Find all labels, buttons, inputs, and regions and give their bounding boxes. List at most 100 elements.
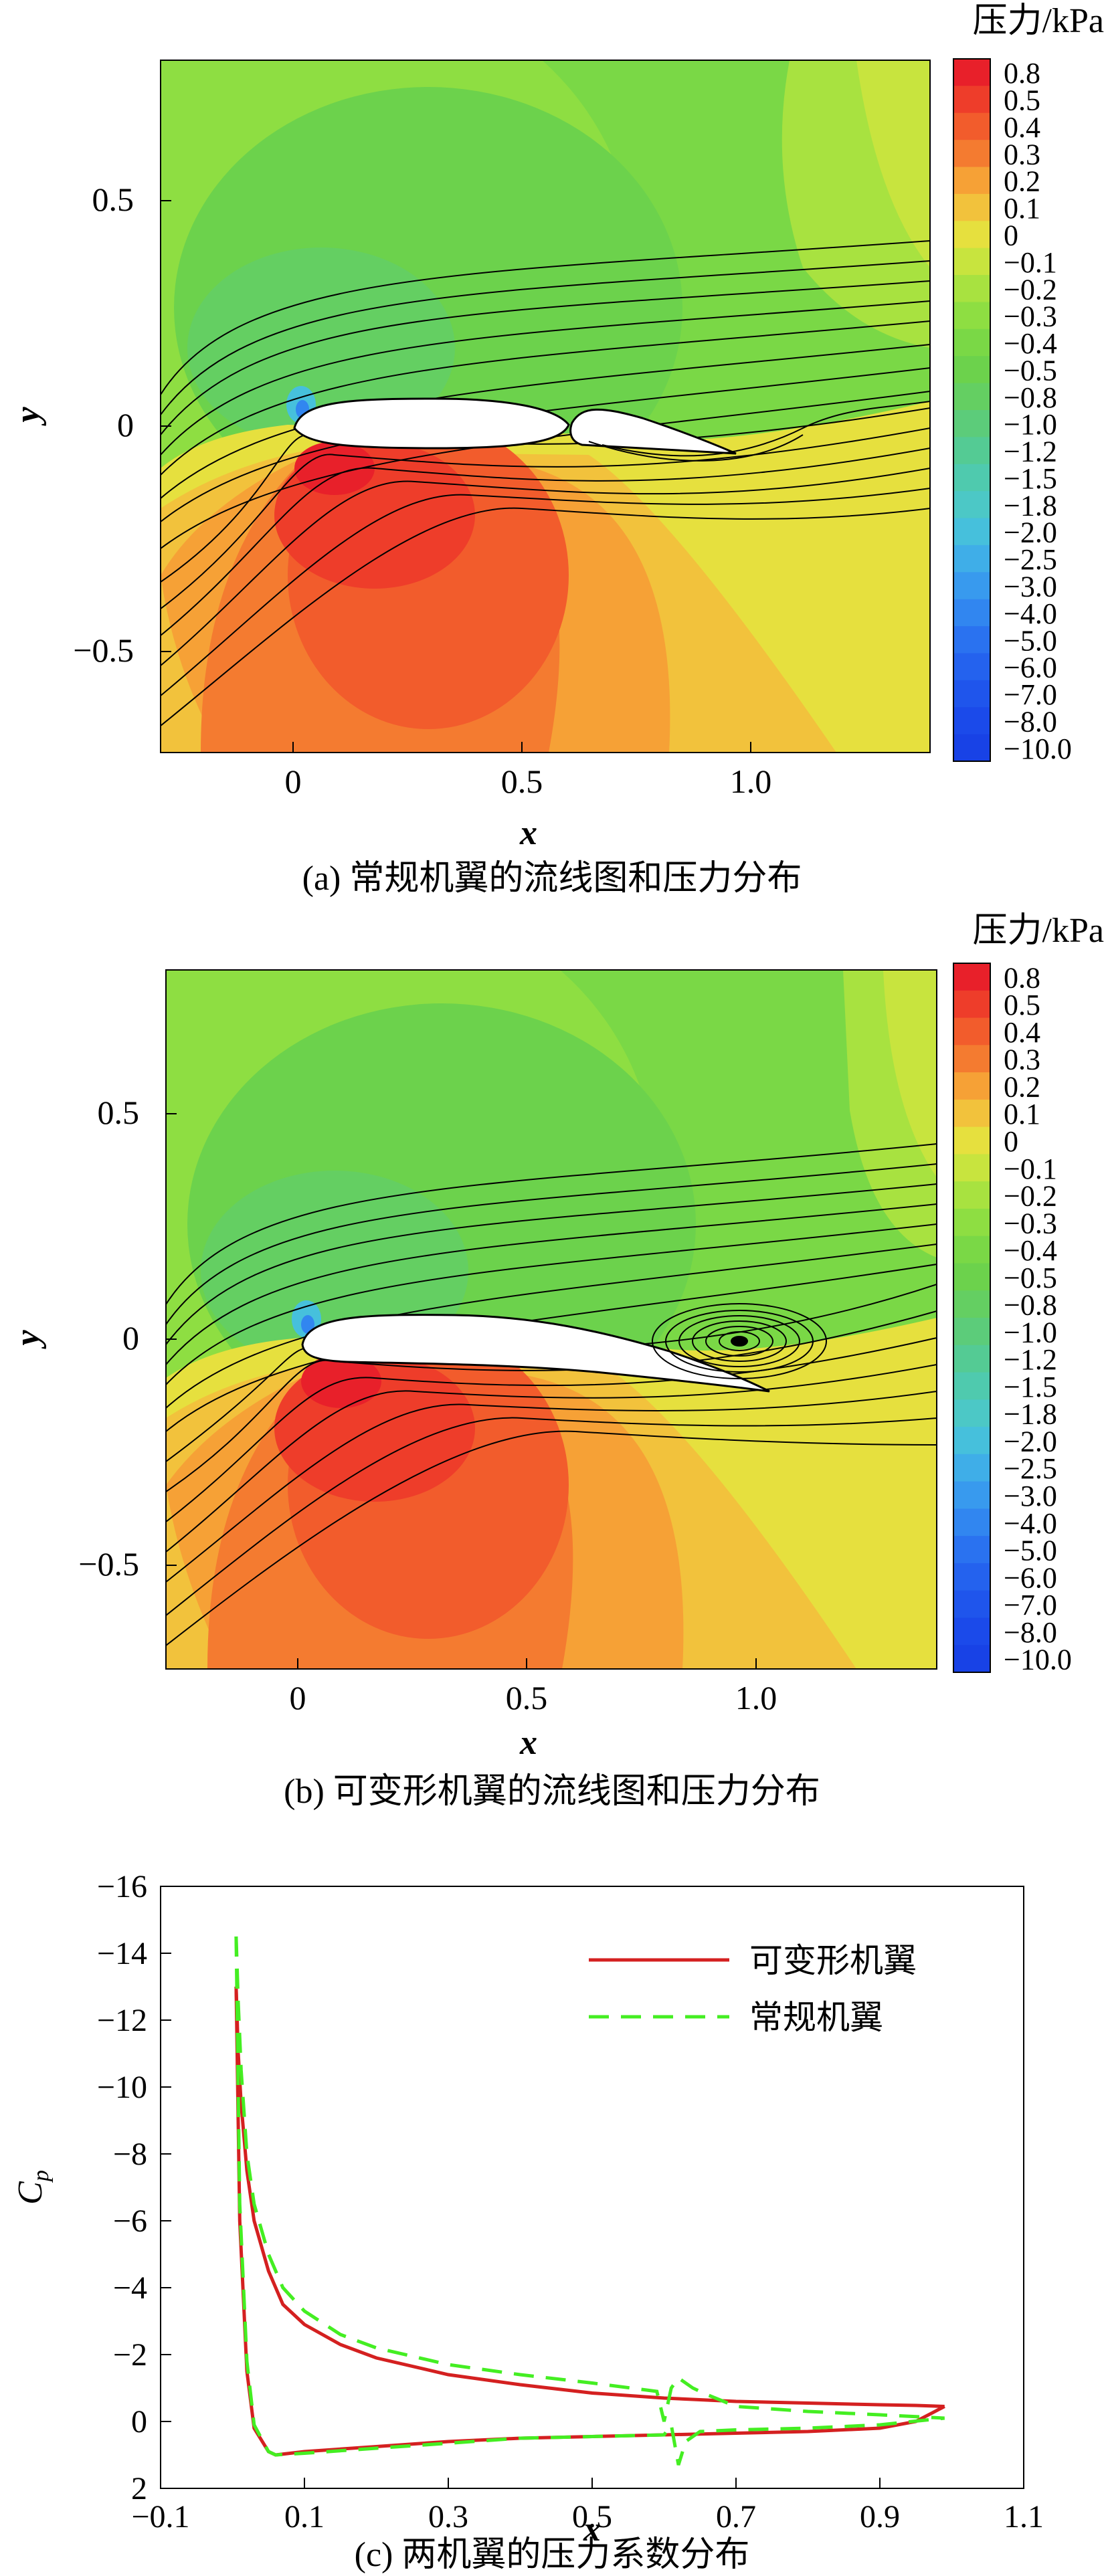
colorbar-level-label: 0.3 bbox=[1004, 1044, 1040, 1076]
plot-frame bbox=[160, 60, 931, 753]
colorbar-level-label: 0.2 bbox=[1004, 1070, 1040, 1103]
colorbar-level-label: −7.0 bbox=[1004, 1589, 1057, 1621]
colorbar-level-label: −1.2 bbox=[1004, 435, 1057, 468]
colorbar-level-label: 0.2 bbox=[1004, 165, 1040, 198]
colorbar-swatch bbox=[953, 653, 990, 681]
colorbar-level-label: −2.5 bbox=[1004, 1452, 1057, 1485]
x-tick-label: 0.5 bbox=[572, 2499, 612, 2535]
colorbar-level-label: −0.8 bbox=[1004, 1289, 1057, 1322]
separation-vortex bbox=[652, 1303, 827, 1379]
colorbar-swatch bbox=[953, 1235, 990, 1264]
y-tick-label: 2 bbox=[131, 2471, 147, 2506]
colorbar-level-label: −0.5 bbox=[1004, 354, 1057, 387]
colorbar-swatch bbox=[953, 59, 990, 86]
colorbar-swatch bbox=[953, 990, 990, 1019]
colorbar-level-label: 0.3 bbox=[1004, 138, 1040, 171]
flow-field-chart-morphing: 0.5 0 −0.5 0 0.5 1.0 x y 压力/kPa 0.80.50.… bbox=[9, 912, 1104, 1762]
colorbar-swatch bbox=[953, 1181, 990, 1209]
colorbar-level-label: 0 bbox=[1004, 1125, 1018, 1158]
colorbar-level-label: −10.0 bbox=[1004, 1644, 1072, 1676]
colorbar-level-label: 0 bbox=[1004, 219, 1018, 252]
colorbar-level-label: −3.0 bbox=[1004, 571, 1057, 603]
colorbar-level-label: −5.0 bbox=[1004, 1534, 1057, 1567]
colorbar-swatch bbox=[953, 1563, 990, 1591]
pressure-contour-field bbox=[161, 60, 930, 753]
y-tick-label: 0 bbox=[131, 2404, 147, 2440]
y-axis-ticks: 0.5 0 −0.5 bbox=[73, 181, 171, 669]
colorbar-level-label: −5.0 bbox=[1004, 624, 1057, 657]
legend-label-morphing: 可变形机翼 bbox=[749, 1942, 917, 1979]
colorbar-title: 压力/kPa bbox=[973, 2, 1104, 40]
colorbar-level-label: 0.5 bbox=[1004, 84, 1040, 117]
colorbar-swatch bbox=[953, 1399, 990, 1427]
colorbar-swatch bbox=[953, 356, 990, 384]
x-tick-label: 0.9 bbox=[860, 2499, 900, 2535]
colorbar-level-label: 0.5 bbox=[1004, 989, 1040, 1021]
colorbar-level-label: 0.4 bbox=[1004, 111, 1040, 144]
colorbar-swatch bbox=[953, 167, 990, 195]
colorbar-swatch bbox=[953, 572, 990, 600]
colorbar-level-label: −1.0 bbox=[1004, 1316, 1057, 1349]
colorbar-swatch bbox=[953, 680, 990, 708]
y-tick-label: −8 bbox=[113, 2137, 147, 2172]
colorbar-swatch bbox=[953, 1372, 990, 1400]
colorbar-swatch bbox=[953, 193, 990, 221]
y-tick-label: −10 bbox=[97, 2070, 147, 2105]
colorbar-swatch bbox=[953, 1536, 990, 1564]
y-tick-label: 0.5 bbox=[98, 1094, 140, 1131]
colorbar-swatch bbox=[953, 1454, 990, 1482]
colorbar-swatch bbox=[953, 518, 990, 546]
legend-label-conventional: 常规机翼 bbox=[749, 1999, 883, 2036]
caption-panel-a: (a) 常规机翼的流线图和压力分布 bbox=[302, 860, 802, 898]
colorbar-level-label: −1.5 bbox=[1004, 1371, 1057, 1403]
colorbar-level-label: −1.5 bbox=[1004, 462, 1057, 495]
colorbar-swatch bbox=[953, 410, 990, 437]
y-axis-ticks: 0.5 0 −0.5 bbox=[78, 1094, 177, 1583]
colorbar-level-label: −1.8 bbox=[1004, 489, 1057, 522]
colorbar-swatch bbox=[953, 1318, 990, 1346]
colorbar-swatch bbox=[953, 1126, 990, 1155]
y-axis-label: y bbox=[9, 407, 47, 427]
colorbar-level-label: −1.8 bbox=[1004, 1398, 1057, 1431]
x-tick-label: 0.5 bbox=[501, 763, 543, 800]
colorbar-swatch bbox=[953, 1154, 990, 1182]
colorbar-swatch bbox=[953, 1099, 990, 1128]
x-tick-label: 0.7 bbox=[716, 2499, 756, 2535]
colorbar-swatch bbox=[953, 1508, 990, 1537]
y-tick-label: 0.5 bbox=[92, 181, 134, 218]
colorbar-level-label: −6.0 bbox=[1004, 1561, 1057, 1594]
colorbar-level-label: −1.2 bbox=[1004, 1343, 1057, 1376]
x-tick-label: 1.1 bbox=[1004, 2499, 1044, 2535]
colorbar-level-label: −0.3 bbox=[1004, 1207, 1057, 1240]
colorbar-level-label: 0.4 bbox=[1004, 1016, 1040, 1049]
pressure-contour-field bbox=[166, 970, 937, 1669]
colorbar-title: 压力/kPa bbox=[973, 912, 1104, 950]
colorbar-level-label: −0.3 bbox=[1004, 300, 1057, 333]
colorbar-swatch bbox=[953, 437, 990, 465]
colorbar-frame bbox=[953, 58, 991, 762]
colorbar-swatch bbox=[953, 544, 990, 573]
colorbar-level-label: −0.2 bbox=[1004, 1180, 1057, 1213]
colorbar-swatch bbox=[953, 1590, 990, 1618]
colorbar-swatch bbox=[953, 599, 990, 627]
colorbar-level-label: −4.0 bbox=[1004, 597, 1057, 630]
x-axis-ticks: −0.1 0.1 0.3 0.5 0.7 0.9 1.1 bbox=[131, 2478, 1044, 2535]
airfoil-flap-element bbox=[569, 408, 737, 455]
colorbar-swatch bbox=[953, 302, 990, 330]
colorbar-swatch bbox=[953, 1072, 990, 1100]
colorbar-level-label: −8.0 bbox=[1004, 1616, 1057, 1649]
colorbar-level-label: −0.1 bbox=[1004, 1153, 1057, 1185]
y-tick-label: −4 bbox=[113, 2270, 147, 2306]
series-morphing-lower-line bbox=[234, 1986, 945, 2457]
colorbar-level-label: −2.5 bbox=[1004, 543, 1057, 576]
x-axis-label: x bbox=[583, 2510, 601, 2549]
colorbar-swatch bbox=[953, 963, 990, 991]
colorbar-swatch bbox=[953, 1345, 990, 1373]
colorbar-level-label: −7.0 bbox=[1004, 678, 1057, 711]
x-tick-label: 1.0 bbox=[730, 763, 772, 800]
colorbar-level-label: −0.2 bbox=[1004, 273, 1057, 306]
y-axis-label: y bbox=[9, 1330, 47, 1350]
colorbar-level-label: −0.8 bbox=[1004, 381, 1057, 414]
colorbar-level-label: −2.0 bbox=[1004, 1425, 1057, 1458]
series-morphing-upper-line bbox=[234, 1986, 945, 2408]
